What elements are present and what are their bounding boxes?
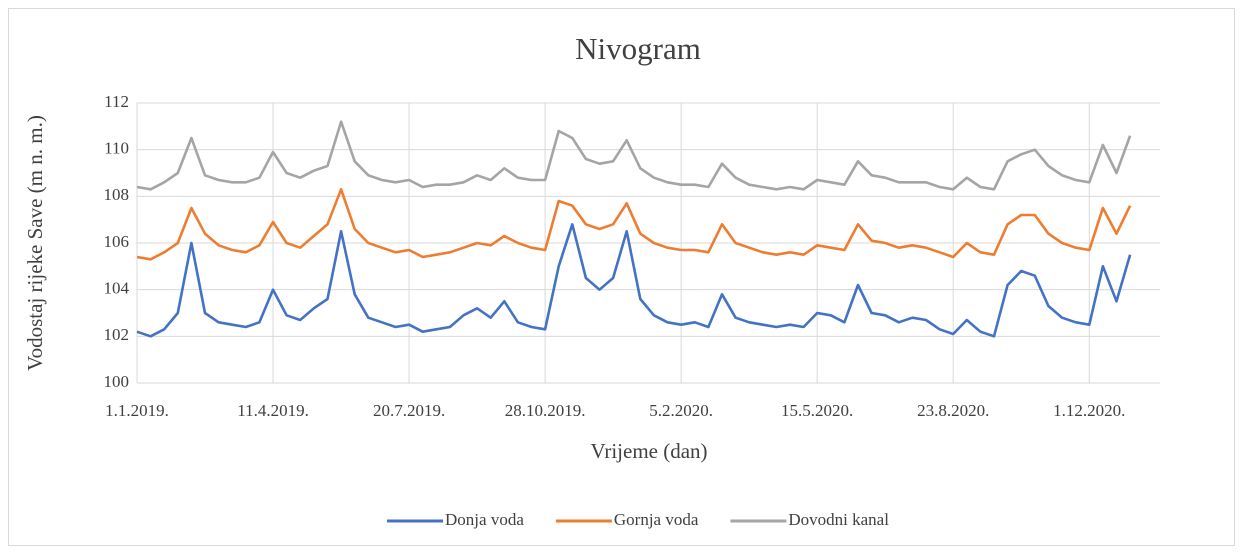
y-tick-label: 102 xyxy=(104,325,130,344)
series-line xyxy=(136,188,1132,261)
chart-frame xyxy=(8,8,1235,546)
legend-label: Gornja voda xyxy=(614,510,699,529)
y-tick-label: 112 xyxy=(104,92,129,111)
x-tick-label: 11.4.2019. xyxy=(237,401,309,420)
legend-label: Donja voda xyxy=(445,510,524,529)
x-tick-label: 15.5.2020. xyxy=(781,401,853,420)
x-tick-label: 1.12.2020. xyxy=(1053,401,1125,420)
x-tick-label: 23.8.2020. xyxy=(917,401,989,420)
x-tick-label: 20.7.2019. xyxy=(373,401,445,420)
series-line xyxy=(136,223,1132,338)
x-axis-title: Vrijeme (dan) xyxy=(590,439,707,463)
y-tick-label: 108 xyxy=(104,185,130,204)
x-tick-label: 5.2.2020. xyxy=(649,401,713,420)
y-tick-label: 104 xyxy=(104,279,130,298)
x-tick-label: 1.1.2019. xyxy=(105,401,169,420)
x-tick-label: 28.10.2019. xyxy=(505,401,586,420)
legend-label: Dovodni kanal xyxy=(788,510,889,529)
series-line xyxy=(136,120,1132,191)
y-tick-label: 110 xyxy=(104,139,129,158)
y-tick-label: 106 xyxy=(104,232,130,251)
y-tick-label: 100 xyxy=(104,372,130,391)
chart-title: Nivogram xyxy=(575,31,701,66)
y-axis-title: Vodostaj rijeke Save (m n. m.) xyxy=(23,115,47,371)
